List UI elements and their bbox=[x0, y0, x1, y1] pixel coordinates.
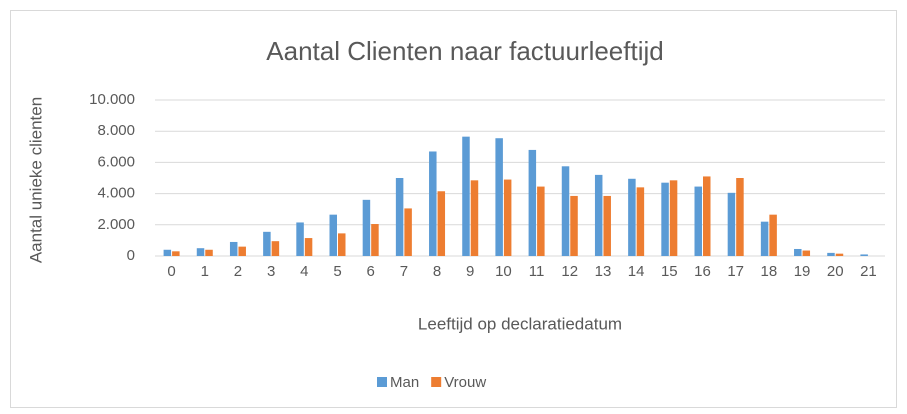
bar bbox=[827, 252, 835, 256]
bar bbox=[727, 192, 736, 256]
x-tick-label: 12 bbox=[561, 263, 578, 280]
bar bbox=[503, 179, 512, 256]
x-tick-label: 14 bbox=[628, 263, 645, 280]
bar bbox=[196, 248, 205, 256]
x-tick-label: 7 bbox=[400, 263, 408, 280]
x-tick-label: 21 bbox=[860, 263, 877, 280]
bar bbox=[404, 208, 412, 256]
bar bbox=[603, 195, 611, 256]
bar bbox=[561, 166, 570, 256]
x-tick-label: 20 bbox=[827, 263, 844, 280]
bar bbox=[172, 251, 180, 256]
x-tick-label: 3 bbox=[267, 263, 275, 280]
x-tick-label: 2 bbox=[234, 263, 242, 280]
bar bbox=[794, 248, 802, 256]
x-tick-label: 18 bbox=[761, 263, 778, 280]
bar bbox=[329, 214, 337, 256]
y-tick-label: 0 bbox=[127, 247, 135, 264]
x-tick-label: 0 bbox=[167, 263, 175, 280]
bar bbox=[703, 176, 711, 256]
x-tick-label: 6 bbox=[367, 263, 375, 280]
bar bbox=[362, 199, 371, 256]
x-tick-label: 15 bbox=[661, 263, 678, 280]
bar bbox=[495, 138, 503, 256]
x-axis-label: Leeftijd op declaratiedatum bbox=[418, 314, 622, 333]
bar bbox=[263, 231, 271, 256]
bar bbox=[769, 214, 777, 256]
x-tick-label: 1 bbox=[201, 263, 209, 280]
legend-swatch bbox=[377, 377, 387, 387]
bar bbox=[636, 187, 645, 256]
bar bbox=[736, 178, 744, 256]
x-tick-label: 19 bbox=[794, 263, 811, 280]
bar bbox=[429, 151, 437, 256]
bar bbox=[694, 186, 702, 256]
x-tick-label: 11 bbox=[529, 263, 545, 280]
bar bbox=[661, 182, 669, 256]
y-tick-label: 4.000 bbox=[97, 185, 135, 202]
chart-border bbox=[10, 10, 897, 408]
bar bbox=[437, 191, 446, 256]
x-tick-label: 10 bbox=[495, 263, 512, 280]
bar bbox=[860, 254, 868, 256]
bar bbox=[296, 222, 304, 256]
legend-label: Vrouw bbox=[444, 374, 486, 391]
bar bbox=[163, 249, 172, 256]
bar bbox=[395, 178, 404, 256]
bar bbox=[669, 180, 678, 256]
bar bbox=[338, 233, 346, 256]
bar bbox=[304, 238, 313, 256]
y-tick-label: 10.000 bbox=[89, 91, 135, 108]
bar bbox=[628, 178, 636, 256]
bar bbox=[594, 174, 603, 256]
bar bbox=[835, 253, 844, 256]
y-tick-label: 6.000 bbox=[97, 153, 135, 170]
bar bbox=[760, 221, 769, 256]
x-tick-label: 8 bbox=[433, 263, 441, 280]
x-tick-label: 16 bbox=[694, 263, 711, 280]
bar bbox=[470, 180, 479, 256]
bar bbox=[271, 241, 280, 256]
legend-swatch bbox=[431, 377, 442, 387]
y-tick-label: 2.000 bbox=[97, 216, 135, 233]
x-tick-label: 5 bbox=[333, 263, 341, 280]
bar bbox=[802, 250, 811, 256]
bar bbox=[537, 186, 545, 256]
bar bbox=[238, 246, 246, 256]
chart-title: Aantal Clienten naar factuurleeftijd bbox=[266, 36, 663, 66]
bar bbox=[205, 249, 213, 256]
y-axis-label: Aantal unieke clienten bbox=[26, 97, 45, 263]
x-tick-label: 9 bbox=[466, 263, 474, 280]
y-tick-label: 8.000 bbox=[97, 122, 135, 139]
bar bbox=[229, 241, 238, 256]
bar bbox=[570, 195, 578, 256]
bar bbox=[371, 224, 379, 256]
x-tick-label: 17 bbox=[727, 263, 744, 280]
x-tick-label: 4 bbox=[300, 263, 308, 280]
bar bbox=[528, 149, 537, 256]
bar bbox=[462, 136, 470, 256]
x-tick-label: 13 bbox=[595, 263, 612, 280]
legend-label: Man bbox=[390, 374, 419, 391]
